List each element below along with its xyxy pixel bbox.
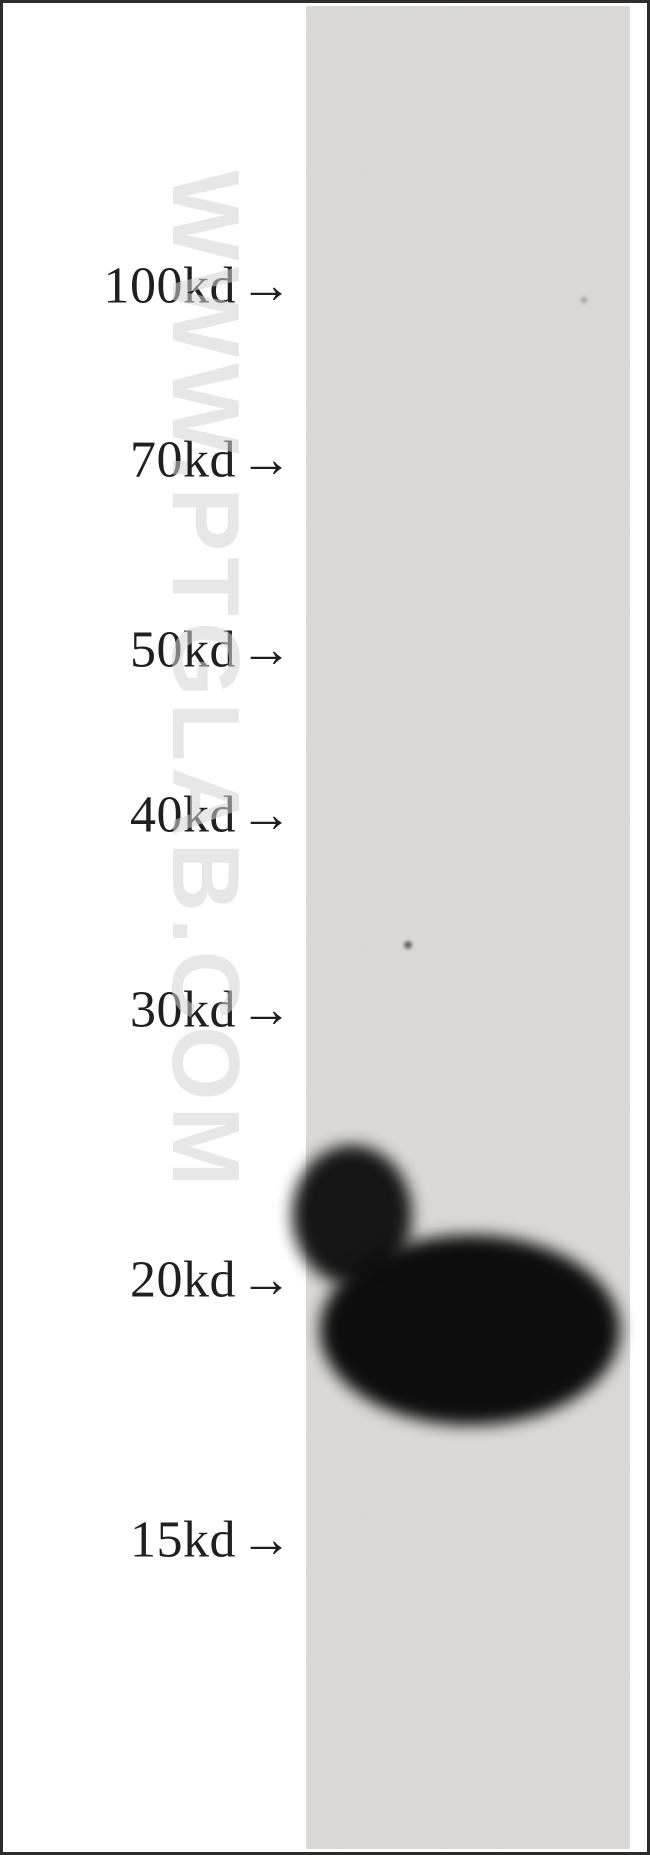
- marker-text: 40kd: [130, 786, 236, 845]
- arrow-right-icon: →: [240, 786, 292, 845]
- arrow-right-icon: →: [240, 257, 292, 316]
- lane-noise: [306, 6, 630, 1849]
- arrow-right-icon: →: [240, 431, 292, 490]
- marker-text: 50kd: [130, 621, 236, 680]
- arrow-right-icon: →: [240, 621, 292, 680]
- blot-band: [320, 1235, 620, 1425]
- marker-labels-column: 100kd→70kd→50kd→40kd→30kd→20kd→15kd→: [0, 0, 300, 1855]
- marker-label: 100kd→: [104, 257, 293, 316]
- arrow-right-icon: →: [240, 1251, 292, 1310]
- marker-label: 30kd→: [130, 981, 292, 1040]
- marker-text: 20kd: [130, 1251, 236, 1310]
- marker-text: 100kd: [104, 257, 237, 316]
- marker-label: 40kd→: [130, 786, 292, 845]
- marker-label: 20kd→: [130, 1251, 292, 1310]
- marker-text: 15kd: [130, 1511, 236, 1570]
- lane-speck: [581, 297, 587, 303]
- marker-text: 70kd: [130, 431, 236, 490]
- marker-label: 50kd→: [130, 621, 292, 680]
- arrow-right-icon: →: [240, 1511, 292, 1570]
- lane-speck: [404, 941, 412, 949]
- marker-label: 70kd→: [130, 431, 292, 490]
- arrow-right-icon: →: [240, 981, 292, 1040]
- marker-text: 30kd: [130, 981, 236, 1040]
- blot-lane: [306, 6, 630, 1849]
- marker-label: 15kd→: [130, 1511, 292, 1570]
